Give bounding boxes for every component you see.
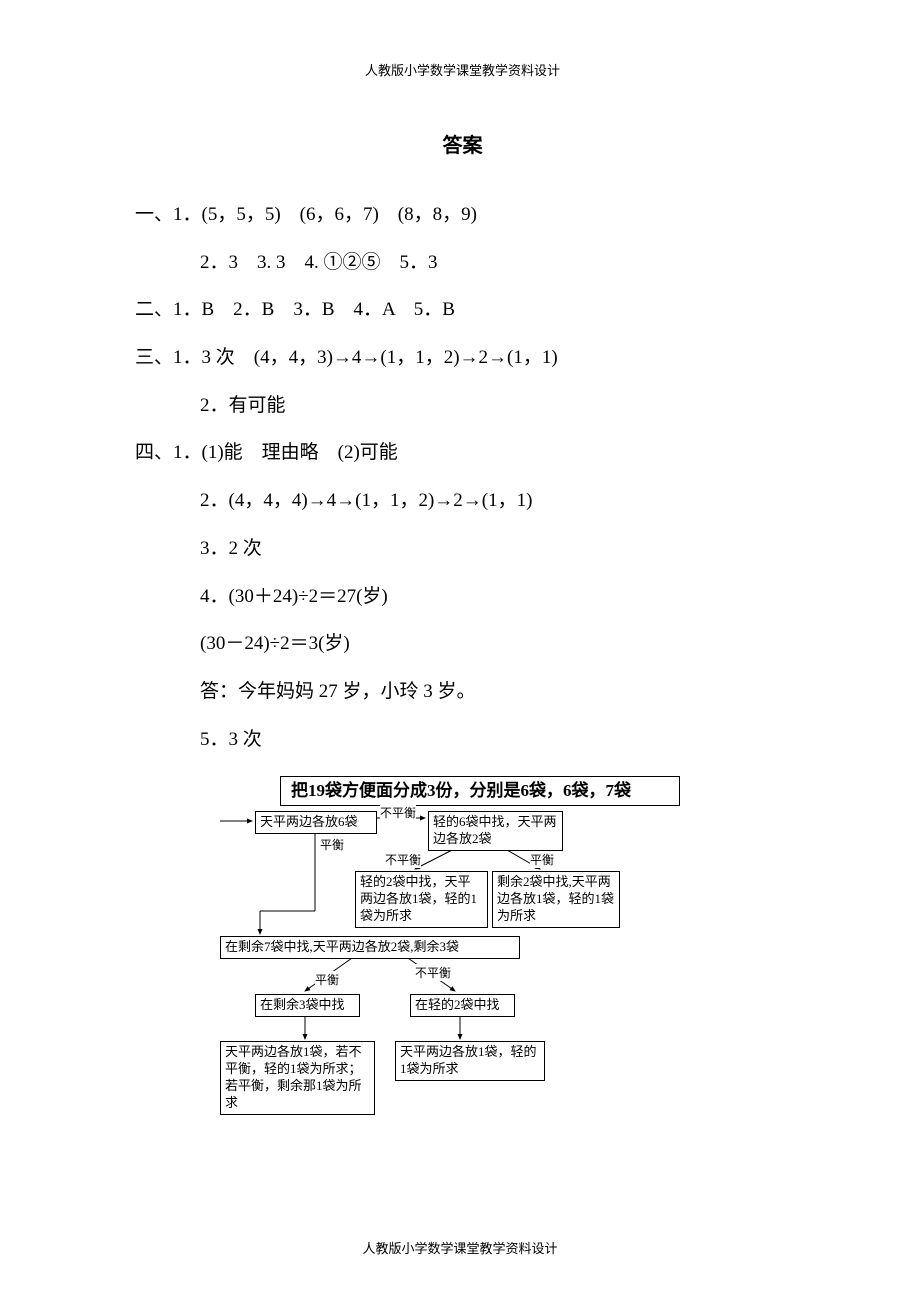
answer-line-8: 3．2 次: [135, 527, 790, 571]
label-balanced-2: 平衡: [530, 851, 554, 868]
flowchart-box-d: 剩余2袋中找,天平两边各放1袋，轻的1袋为所求: [492, 871, 620, 928]
flowchart-box-e: 在剩余7袋中找,天平两边各放2袋,剩余3袋: [220, 936, 520, 959]
answer-line-6: 四、1．(1)能 理由略 (2)可能: [135, 431, 790, 475]
answer-line-1: 一、1．(5，5，5) (6，6，7) (8，8，9): [135, 193, 790, 237]
page-title: 答案: [135, 129, 790, 158]
answer-line-7: 2．(4，4，4)→4→(1，1，2)→2→(1，1): [135, 479, 790, 523]
flowchart-box-c: 轻的2袋中找，天平两边各放1袋，轻的1袋为所求: [355, 871, 488, 928]
answer-line-10: (30－24)÷2＝3(岁): [135, 622, 790, 666]
answer-line-11: 答：今年妈妈 27 岁，小玲 3 岁。: [135, 670, 790, 714]
flowchart-top-box: 把19袋方便面分成3份，分别是6袋，6袋，7袋: [280, 776, 680, 806]
answer-line-2: 2．3 3. 3 4. ①②⑤ 5．3: [135, 241, 790, 285]
label-balanced-1: 平衡: [320, 836, 344, 853]
label-unbalanced-2: 不平衡: [385, 851, 421, 868]
answer-line-12: 5．3 次: [135, 718, 790, 762]
answer-line-3: 二、1．B 2．B 3．B 4．A 5．B: [135, 288, 790, 332]
answer-line-9: 4．(30＋24)÷2＝27(岁): [135, 575, 790, 619]
flowchart-box-h: 天平两边各放1袋，若不平衡，轻的1袋为所求；若平衡，剩余那1袋为所求: [220, 1041, 375, 1115]
page-header: 人教版小学数学课堂教学资料设计: [135, 60, 790, 79]
answer-line-4: 三、1．3 次 (4，4，3)→4→(1，1，2)→2→(1，1): [135, 336, 790, 380]
answer-line-5: 2．有可能: [135, 384, 790, 428]
flowchart-box-b: 轻的6袋中找，天平两边各放2袋: [428, 811, 563, 851]
flowchart-box-i: 天平两边各放1袋，轻的1袋为所求: [395, 1041, 545, 1081]
label-balanced-3: 平衡: [315, 971, 339, 988]
flowchart-box-a: 天平两边各放6袋: [255, 811, 377, 834]
flowchart-diagram: 把19袋方便面分成3份，分别是6袋，6袋，7袋 天平两边各放6袋 轻的6袋中找，…: [200, 776, 700, 1146]
flowchart-box-g: 在轻的2袋中找: [410, 994, 515, 1017]
flowchart-box-f: 在剩余3袋中找: [255, 994, 360, 1017]
page-footer: 人教版小学数学课堂教学资料设计: [0, 1238, 920, 1257]
label-unbalanced-1: 不平衡: [380, 804, 416, 821]
label-unbalanced-3: 不平衡: [415, 964, 451, 981]
